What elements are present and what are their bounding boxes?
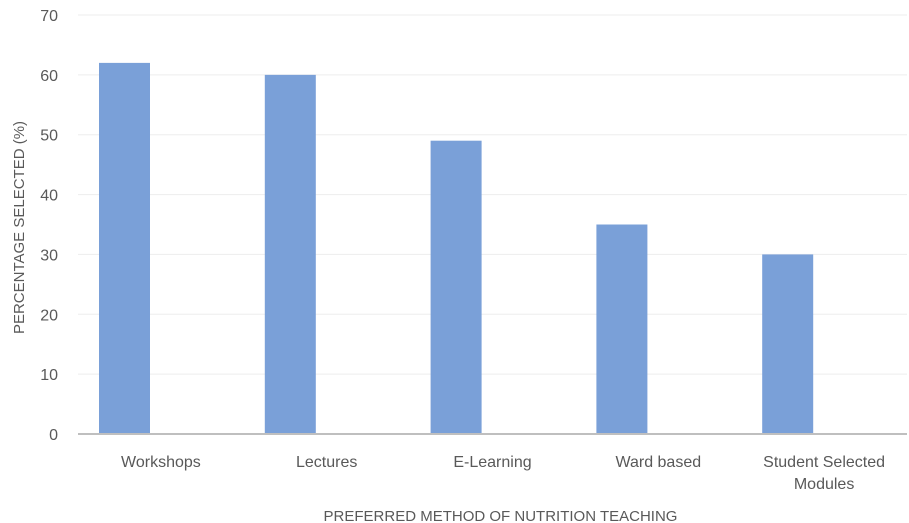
y-tick-label: 0 bbox=[49, 427, 58, 444]
x-tick-label: Workshops bbox=[121, 454, 201, 471]
gridlines bbox=[78, 14, 907, 375]
y-tick-label: 40 bbox=[40, 188, 58, 205]
x-tick-label: Ward based bbox=[615, 454, 701, 471]
bar bbox=[430, 140, 482, 434]
x-tick-label: Student Selected Modules bbox=[763, 454, 885, 493]
x-tick-label: Lectures bbox=[296, 454, 357, 471]
y-axis-title: PERCENTAGE SELECTED (%) bbox=[11, 121, 28, 334]
x-axis-title: PREFERRED METHOD OF NUTRITION TEACHING bbox=[324, 508, 678, 523]
bar bbox=[99, 62, 150, 435]
y-tick-label: 10 bbox=[40, 367, 58, 384]
bar bbox=[596, 224, 648, 434]
x-tick-label: E-Learning bbox=[453, 454, 531, 471]
y-tick-label: 20 bbox=[40, 307, 58, 324]
y-tick-label: 70 bbox=[40, 8, 58, 25]
y-tick-label: 50 bbox=[40, 128, 58, 145]
y-tick-labels: 0 10 20 30 40 50 60 70 bbox=[40, 8, 58, 444]
bar bbox=[762, 254, 814, 434]
bar bbox=[264, 74, 316, 434]
y-tick-label: 60 bbox=[40, 68, 58, 85]
y-tick-label: 30 bbox=[40, 247, 58, 264]
x-tick-labels: Workshops Lectures E-Learning Ward based Stu… bbox=[121, 454, 885, 493]
bars bbox=[99, 62, 814, 435]
